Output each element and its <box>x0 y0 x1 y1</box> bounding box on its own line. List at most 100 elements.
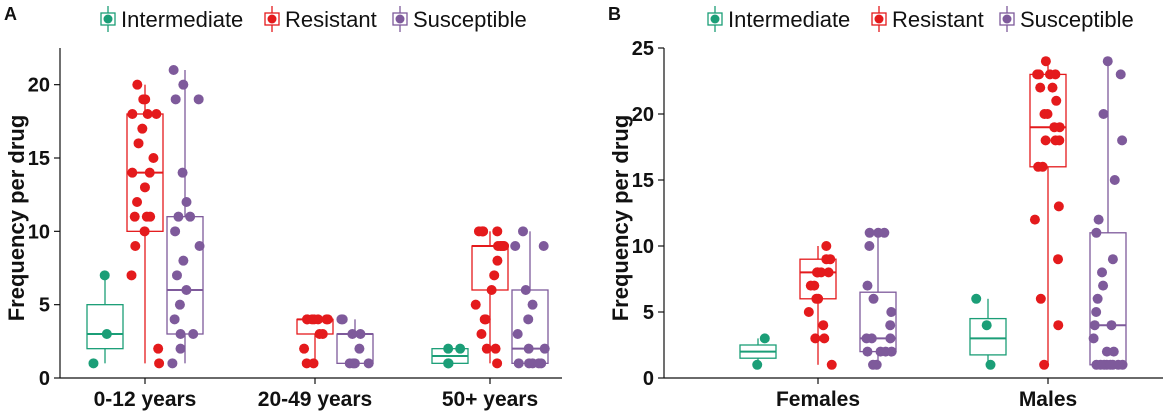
data-point-intermediate <box>100 270 110 280</box>
data-point-resistant <box>130 212 140 222</box>
legend-a: Intermediate Resistant Susceptible <box>101 6 527 32</box>
data-point-susceptible <box>182 197 192 207</box>
data-point-resistant <box>819 333 829 343</box>
data-point-susceptible <box>354 344 364 354</box>
y-tick-label: 25 <box>632 38 654 60</box>
data-point-susceptible <box>865 228 875 238</box>
box-resistant-females <box>800 241 837 370</box>
data-point-susceptible <box>1116 69 1126 79</box>
data-point-resistant <box>127 270 137 280</box>
data-point-resistant <box>482 344 492 354</box>
data-point-susceptible <box>513 329 523 339</box>
data-point-susceptible <box>175 300 185 310</box>
data-point-resistant <box>824 267 834 277</box>
data-point-susceptible <box>518 226 528 236</box>
box-susceptible-20-49-years <box>336 314 373 368</box>
data-point-intermediate <box>752 360 762 370</box>
box-intermediate-50-years <box>432 344 468 369</box>
data-point-susceptible <box>167 358 177 368</box>
data-point-resistant <box>810 333 820 343</box>
data-point-resistant <box>132 197 142 207</box>
data-point-susceptible <box>521 285 531 295</box>
data-point-resistant <box>821 241 831 251</box>
data-point-susceptible <box>868 360 878 370</box>
y-tick-label: 10 <box>632 236 654 258</box>
data-point-resistant <box>1048 83 1058 93</box>
data-point-resistant <box>309 358 319 368</box>
data-point-resistant <box>1053 254 1063 264</box>
data-point-resistant <box>1030 215 1040 225</box>
data-point-susceptible <box>350 358 360 368</box>
data-point-resistant <box>1038 162 1048 172</box>
data-point-resistant <box>127 109 137 119</box>
y-tick-label: 10 <box>28 221 50 243</box>
data-point-resistant <box>1039 109 1049 119</box>
data-point-resistant <box>1034 69 1044 79</box>
data-point-resistant <box>142 212 152 222</box>
data-point-resistant <box>130 241 140 251</box>
data-point-resistant <box>315 329 325 339</box>
panel-a: A Intermediate Resistant Susceptible Fre… <box>4 4 562 411</box>
data-point-susceptible <box>1089 333 1099 343</box>
data-point-susceptible <box>1108 254 1118 264</box>
box-susceptible-0-12-years <box>167 65 205 368</box>
box-intermediate-0-12-years <box>87 270 123 368</box>
data-point-susceptible <box>1091 307 1101 317</box>
data-point-susceptible <box>540 344 550 354</box>
panel-b: B Intermediate Resistant Susceptible Fre… <box>608 4 1163 411</box>
data-point-resistant <box>154 358 164 368</box>
y-tick-label: 15 <box>28 148 50 170</box>
data-point-susceptible <box>169 65 179 75</box>
legend-intermediate-label: Intermediate <box>728 7 850 32</box>
data-point-susceptible <box>172 270 182 280</box>
data-point-susceptible <box>869 294 879 304</box>
data-point-resistant <box>1054 135 1064 145</box>
y-axis-title-b: Frequency per drug <box>608 115 633 322</box>
y-tick-label: 0 <box>643 368 654 390</box>
data-point-intermediate <box>443 358 453 368</box>
box-intermediate-males <box>970 294 1006 370</box>
data-point-resistant <box>492 256 502 266</box>
y-tick-label: 20 <box>632 104 654 126</box>
data-point-intermediate <box>455 344 465 354</box>
data-point-intermediate <box>971 294 981 304</box>
legend-susceptible-swatch-point <box>1003 15 1012 24</box>
data-point-resistant <box>134 138 144 148</box>
data-point-resistant <box>821 254 831 264</box>
legend-resistant-label: Resistant <box>285 7 377 32</box>
legend-resistant-swatch-point <box>875 15 884 24</box>
legend-intermediate-label: Intermediate <box>121 7 243 32</box>
data-point-resistant <box>813 267 823 277</box>
data-point-susceptible <box>1117 135 1127 145</box>
box-resistant-0-12-years <box>127 80 165 369</box>
data-point-resistant <box>818 320 828 330</box>
x-tick-label-females: Females <box>776 388 860 411</box>
data-point-susceptible <box>194 94 204 104</box>
plot-area-b: 0510152025Females Males <box>632 38 1163 411</box>
box-susceptible-females <box>860 228 897 370</box>
data-point-susceptible <box>885 333 895 343</box>
data-point-susceptible <box>534 358 544 368</box>
data-point-resistant <box>489 270 499 280</box>
data-point-susceptible <box>178 168 188 178</box>
box-susceptible-males <box>1089 56 1128 370</box>
box-iqr <box>800 259 836 299</box>
y-axis-title-a: Frequency per drug <box>4 115 29 322</box>
box-iqr <box>87 305 123 349</box>
data-point-susceptible <box>336 314 346 324</box>
data-point-susceptible <box>364 358 374 368</box>
data-point-resistant <box>492 226 502 236</box>
data-point-resistant <box>1041 135 1051 145</box>
data-point-susceptible <box>188 329 198 339</box>
data-point-susceptible <box>881 347 891 357</box>
data-point-resistant <box>471 300 481 310</box>
data-point-resistant <box>487 285 497 295</box>
y-tick-label: 20 <box>28 75 50 97</box>
data-point-intermediate <box>443 344 453 354</box>
data-point-susceptible <box>178 256 188 266</box>
data-point-resistant <box>140 226 150 236</box>
data-point-susceptible <box>528 300 538 310</box>
data-point-resistant <box>1039 360 1049 370</box>
data-point-susceptible <box>173 212 183 222</box>
box-resistant-20-49-years <box>297 314 333 368</box>
